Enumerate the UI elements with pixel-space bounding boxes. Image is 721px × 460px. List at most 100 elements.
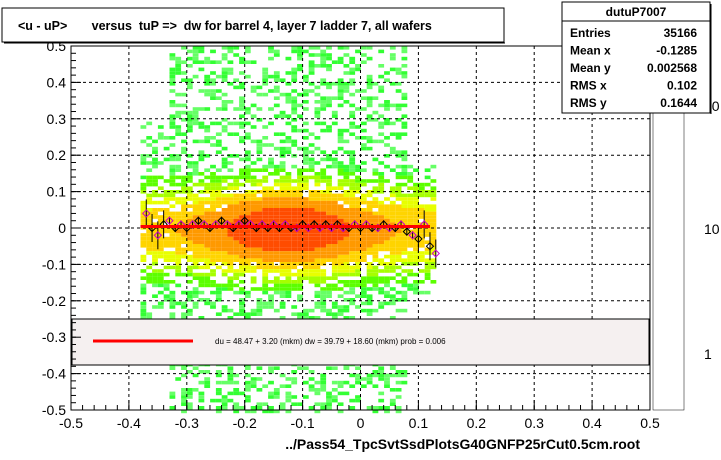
heatmap-cell bbox=[256, 92, 263, 97]
heatmap-cell bbox=[169, 74, 176, 79]
heatmap-cell bbox=[314, 269, 321, 273]
heatmap-cell bbox=[291, 107, 298, 111]
heatmap-cell bbox=[256, 179, 263, 183]
heatmap-cell bbox=[372, 244, 379, 248]
heatmap-cell bbox=[273, 395, 280, 399]
heatmap-cell bbox=[308, 316, 315, 320]
heatmap-cell bbox=[192, 53, 199, 57]
heatmap-cell bbox=[297, 168, 303, 172]
heatmap-cell bbox=[250, 179, 257, 183]
heatmap-cell bbox=[337, 85, 344, 90]
heatmap-cell bbox=[366, 308, 373, 313]
heatmap-cell bbox=[308, 308, 315, 313]
heatmap-cell bbox=[430, 236, 437, 241]
heatmap-cell bbox=[430, 218, 437, 223]
heatmap-cell bbox=[192, 215, 199, 219]
heatmap-cell bbox=[210, 215, 216, 219]
heatmap-cell bbox=[355, 200, 361, 205]
heatmap-cell bbox=[418, 193, 425, 198]
heatmap-cell bbox=[250, 254, 257, 259]
heatmap-cell bbox=[360, 107, 367, 111]
heatmap-cell bbox=[360, 290, 367, 295]
heatmap-cell bbox=[331, 222, 338, 226]
heatmap-cell bbox=[343, 218, 350, 223]
heatmap-cell bbox=[152, 247, 158, 252]
heatmap-cell bbox=[279, 294, 286, 298]
heatmap-cell bbox=[314, 182, 321, 187]
heatmap-cell bbox=[262, 164, 269, 169]
heatmap-cell bbox=[146, 200, 153, 205]
heatmap-cell bbox=[430, 240, 437, 244]
heatmap-cell bbox=[326, 186, 332, 190]
heatmap-cell bbox=[372, 269, 379, 273]
heatmap-cell bbox=[186, 290, 193, 295]
heatmap-cell bbox=[146, 121, 153, 126]
heatmap-cell bbox=[192, 272, 199, 277]
heatmap-cell bbox=[227, 211, 234, 216]
heatmap-cell bbox=[204, 154, 211, 158]
heatmap-cell bbox=[140, 139, 147, 144]
heatmap-cell bbox=[384, 211, 390, 216]
heatmap-cell bbox=[378, 103, 385, 108]
heatmap-cell bbox=[181, 229, 187, 234]
heatmap-cell bbox=[355, 208, 361, 212]
heatmap-cell bbox=[192, 258, 199, 262]
heatmap-cell bbox=[337, 92, 344, 97]
heatmap-cell bbox=[308, 193, 315, 198]
heatmap-cell bbox=[297, 276, 303, 280]
heatmap-cell bbox=[239, 244, 245, 248]
heatmap-cell bbox=[389, 294, 396, 298]
heatmap-cell bbox=[140, 290, 147, 295]
heatmap-cell bbox=[401, 218, 408, 223]
heatmap-cell bbox=[343, 197, 350, 201]
heatmap-cell bbox=[366, 218, 373, 223]
heatmap-cell bbox=[314, 258, 321, 262]
heatmap-cell bbox=[314, 200, 321, 205]
heatmap-cell bbox=[337, 193, 344, 198]
heatmap-cell bbox=[233, 258, 240, 262]
heatmap-cell bbox=[337, 254, 344, 259]
heatmap-cell bbox=[227, 215, 234, 219]
heatmap-cell bbox=[268, 406, 274, 410]
heatmap-cell bbox=[401, 308, 408, 313]
heatmap-cell bbox=[198, 107, 205, 111]
heatmap-cell bbox=[326, 406, 332, 410]
heatmap-cell bbox=[314, 301, 321, 306]
heatmap-cell bbox=[262, 229, 269, 234]
heatmap-cell bbox=[239, 82, 245, 86]
heatmap-cell bbox=[395, 236, 402, 241]
heatmap-cell bbox=[343, 233, 350, 237]
heatmap-cell bbox=[279, 280, 286, 284]
heatmap-cell bbox=[291, 143, 298, 147]
heatmap-cell bbox=[221, 200, 228, 205]
heatmap-cell bbox=[349, 406, 356, 410]
heatmap-cell bbox=[291, 154, 298, 158]
heatmap-cell bbox=[181, 254, 187, 259]
heatmap-cell bbox=[215, 197, 222, 201]
heatmap-cell bbox=[355, 204, 361, 208]
heatmap-cell bbox=[430, 233, 437, 237]
heatmap-cell bbox=[227, 200, 234, 205]
heatmap-cell bbox=[413, 290, 419, 295]
heatmap-cell bbox=[355, 247, 361, 252]
heatmap-cell bbox=[337, 244, 344, 248]
heatmap-cell bbox=[233, 175, 240, 180]
heatmap-cell bbox=[314, 53, 321, 57]
heatmap-cell bbox=[302, 197, 309, 201]
heatmap-cell bbox=[157, 215, 164, 219]
heatmap-cell bbox=[308, 236, 315, 241]
profile-point bbox=[142, 209, 151, 218]
heatmap-cell bbox=[221, 92, 228, 97]
heatmap-cell bbox=[302, 154, 309, 158]
heatmap-cell bbox=[331, 186, 338, 190]
heatmap-cell bbox=[372, 222, 379, 226]
heatmap-cell bbox=[221, 251, 228, 255]
heatmap-cell bbox=[140, 308, 147, 313]
heatmap-cell bbox=[175, 200, 182, 205]
heatmap-cell bbox=[337, 136, 344, 140]
heatmap-cell bbox=[250, 406, 257, 410]
heatmap-cell bbox=[239, 406, 245, 410]
heatmap-cell bbox=[273, 200, 280, 205]
